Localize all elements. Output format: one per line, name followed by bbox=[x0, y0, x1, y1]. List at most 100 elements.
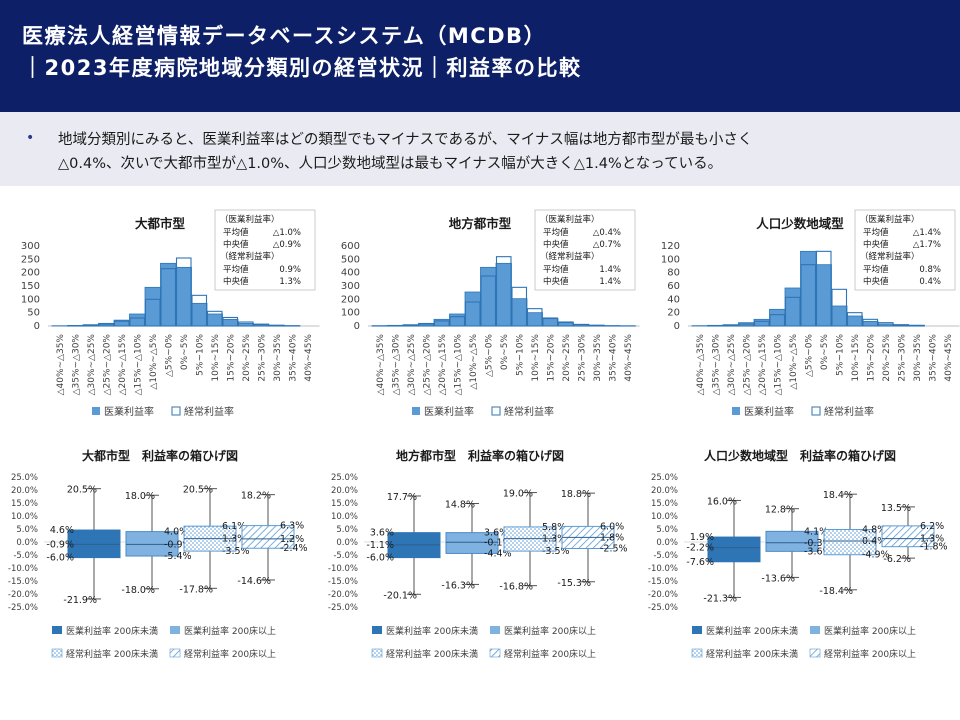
y-tick-label: 10.0% bbox=[11, 512, 38, 522]
label-min: -18.4% bbox=[819, 586, 853, 597]
legend-label-medical: 医業利益率 bbox=[744, 405, 794, 418]
label-min: -17.8% bbox=[179, 584, 213, 595]
hist-bar-medical bbox=[542, 318, 559, 327]
hist-bar-medical bbox=[191, 302, 208, 327]
hist-bar-medical bbox=[160, 262, 177, 327]
label-q3: 1.9% bbox=[690, 532, 714, 543]
x-tick-label: 25%~30% bbox=[897, 334, 907, 382]
header-banner: 医療法人経営情報データベースシステム（MCDB） ｜2023年度病院地域分類別の… bbox=[0, 0, 960, 112]
x-tick-label: 35%~40% bbox=[928, 334, 938, 382]
x-tick-label: 30%~35% bbox=[273, 334, 283, 382]
hist-bar-medical bbox=[753, 318, 770, 327]
x-tick-label: △35%~△30% bbox=[711, 334, 721, 396]
stats-median-label: 中央値 bbox=[543, 276, 569, 287]
hist-bar-medical bbox=[800, 250, 817, 327]
legend-swatch-ord-large bbox=[489, 648, 501, 658]
y-tick-label: 50 bbox=[27, 308, 40, 319]
x-tick-label: △40%~△35% bbox=[376, 334, 386, 396]
box-title-1: 地方都市型 利益率の箱ひげ図 bbox=[396, 448, 564, 463]
summary-bullet: • bbox=[26, 130, 35, 146]
box-iqr bbox=[823, 529, 877, 556]
hist-bar-medical bbox=[222, 318, 239, 327]
x-tick-label: △30%~△25% bbox=[87, 334, 97, 396]
box-iqr bbox=[67, 529, 121, 559]
legend-swatch-ord-large bbox=[809, 648, 821, 658]
stats-median-ordinary: 1.4% bbox=[599, 277, 621, 287]
legend-swatch-ordinary bbox=[811, 406, 821, 416]
hist-bar-ordinary bbox=[784, 296, 801, 327]
y-tick-label: 60 bbox=[667, 281, 680, 292]
x-tick-label: 5%~10% bbox=[515, 334, 525, 376]
x-tick-label: 15%~20% bbox=[226, 334, 236, 382]
y-tick-label: -20.0% bbox=[328, 590, 358, 600]
legend-swatch-medical bbox=[412, 407, 420, 415]
label-q3: 4.0% bbox=[164, 527, 188, 538]
label-q1: -2.5% bbox=[600, 544, 628, 555]
y-tick-label: 120 bbox=[661, 241, 680, 252]
x-tick-label: 25%~30% bbox=[257, 334, 267, 382]
stats-mean-label: 平均値 bbox=[223, 227, 249, 238]
hist-bar-medical bbox=[144, 286, 161, 327]
x-tick-label: 15%~20% bbox=[546, 334, 556, 382]
box-title-2: 人口少数地域型 利益率の箱ひげ図 bbox=[704, 448, 896, 463]
stats-box bbox=[854, 209, 956, 291]
hist-bar-ordinary bbox=[495, 256, 512, 327]
box-iqr bbox=[125, 531, 179, 557]
y-tick-label: -10.0% bbox=[8, 564, 38, 574]
y-tick-label: 500 bbox=[341, 254, 360, 265]
y-tick-label: -15.0% bbox=[328, 577, 358, 587]
stats-mean-ordinary: 0.8% bbox=[919, 265, 941, 275]
x-tick-label: 10%~15% bbox=[531, 334, 541, 382]
summary-box: • 地域分類別にみると、医業利益率はどの類型でもマイナスであるが、マイナス幅は地… bbox=[0, 112, 960, 186]
stats-mean-label: 平均値 bbox=[223, 264, 249, 275]
x-tick-label: 30%~35% bbox=[913, 334, 923, 382]
y-tick-label: 0 bbox=[34, 321, 40, 332]
label-q1: -1.8% bbox=[920, 542, 948, 553]
label-q3: 6.1% bbox=[222, 521, 246, 532]
legend-swatch-ordinary bbox=[491, 406, 501, 416]
label-max: 20.5% bbox=[67, 485, 97, 496]
label-q3: 5.8% bbox=[542, 522, 566, 533]
page-title-line2: ｜2023年度病院地域分類別の経営状況｜利益率の比較 bbox=[22, 56, 582, 80]
legend-label-ord-large: 経常利益率 200床以上 bbox=[824, 648, 916, 660]
legend-swatch-med-small bbox=[372, 626, 382, 634]
x-tick-label: 0%~5% bbox=[180, 334, 190, 371]
hist-bar-medical bbox=[526, 312, 543, 327]
x-tick-label: 35%~40% bbox=[288, 334, 298, 382]
y-tick-label: 20.0% bbox=[11, 486, 38, 496]
y-tick-label: 40 bbox=[667, 294, 680, 305]
stats-median-medical: △0.9% bbox=[273, 240, 301, 250]
stats-mean-medical: △1.0% bbox=[273, 228, 301, 238]
hist-bar-ordinary bbox=[588, 324, 605, 327]
x-tick-label: 10%~15% bbox=[211, 334, 221, 382]
stats-ord-label: （経常利益率） bbox=[860, 251, 920, 262]
label-median: 1.2% bbox=[280, 534, 304, 545]
label-q1: -3.5% bbox=[222, 546, 250, 557]
y-tick-label: -5.0% bbox=[13, 551, 38, 561]
x-tick-label: △5%~0% bbox=[804, 334, 814, 377]
y-tick-label: 400 bbox=[341, 268, 360, 279]
x-tick-label: △25%~△20% bbox=[102, 334, 112, 396]
hist-bar-ordinary bbox=[862, 318, 879, 327]
y-tick-label: 15.0% bbox=[11, 499, 38, 509]
stats-med-label: （医業利益率） bbox=[860, 214, 920, 225]
legend-label-ord-small: 経常利益率 200床未満 bbox=[386, 648, 478, 660]
x-tick-label: 15%~20% bbox=[866, 334, 876, 382]
x-tick-label: 25%~30% bbox=[577, 334, 587, 382]
y-tick-label: 300 bbox=[21, 241, 40, 252]
label-median: -1.1% bbox=[366, 540, 394, 551]
y-tick-label: 250 bbox=[21, 254, 40, 265]
hist-bar-medical bbox=[769, 308, 786, 327]
hist-bar-ordinary bbox=[877, 322, 894, 327]
y-tick-label: 25.0% bbox=[331, 473, 358, 483]
x-tick-label: △10%~△5% bbox=[469, 334, 479, 390]
legend-label-ordinary: 経常利益率 bbox=[824, 405, 874, 418]
legend-label-med-large: 医業利益率 200床以上 bbox=[824, 625, 916, 637]
hist-bar-ordinary bbox=[449, 316, 466, 327]
y-tick-label: 5.0% bbox=[16, 525, 38, 535]
hist-bar-ordinary bbox=[160, 268, 177, 327]
label-q3: 6.2% bbox=[920, 521, 944, 532]
hist-title-1: 地方都市型 bbox=[449, 216, 512, 231]
stats-mean-medical: △0.4% bbox=[593, 228, 621, 238]
x-tick-label: △15%~△10% bbox=[773, 334, 783, 396]
